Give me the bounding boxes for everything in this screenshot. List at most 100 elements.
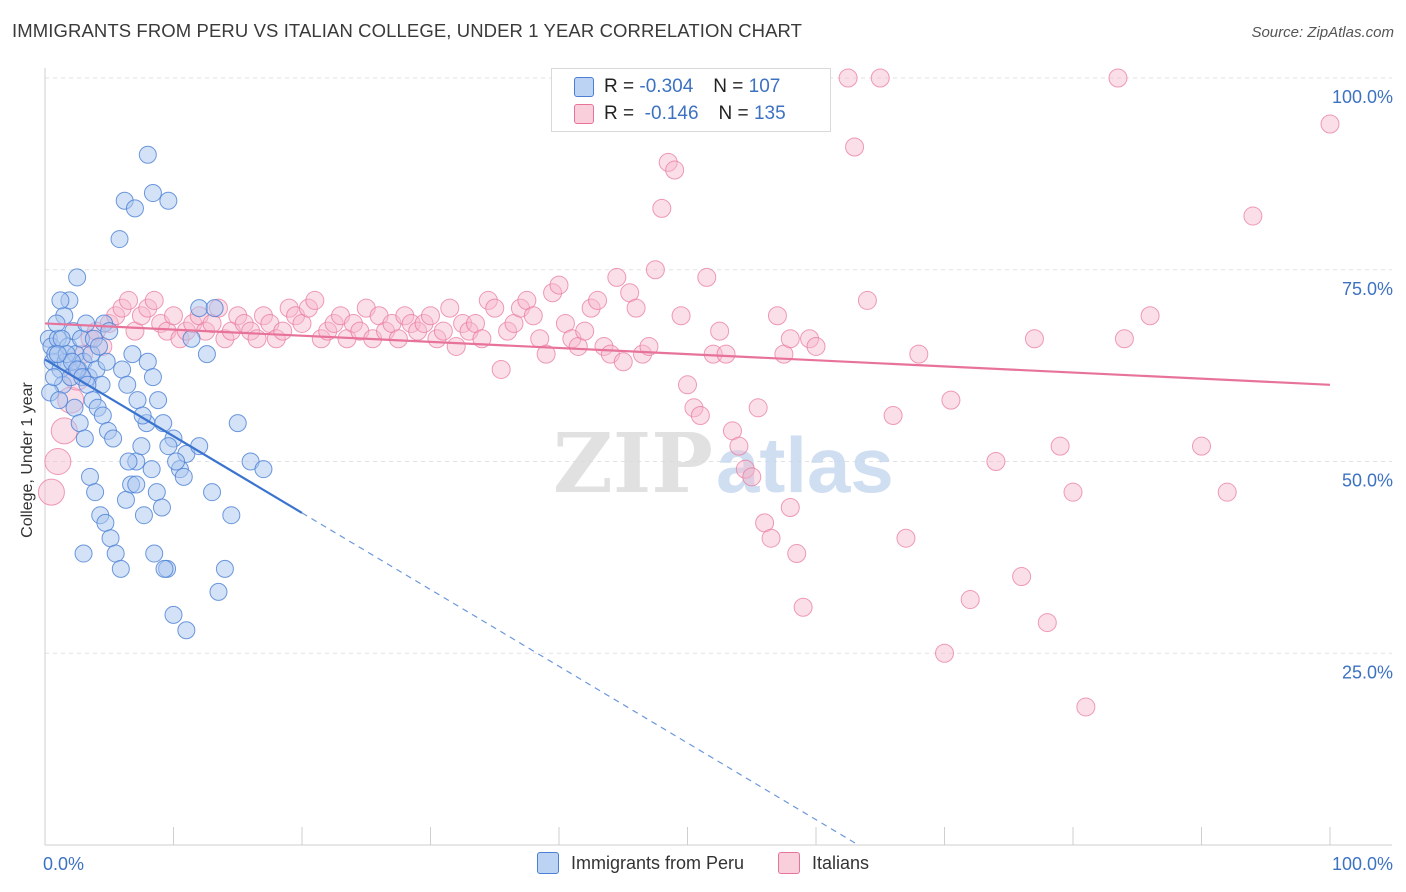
point-peru [155,559,174,578]
point-italians [658,152,678,172]
point-italians [241,321,261,341]
x-tick-label: 0.0% [43,854,84,874]
point-peru [177,621,196,640]
point-italians [433,321,453,341]
point-peru [145,544,164,563]
axes [44,68,1392,846]
point-peru [96,513,115,532]
point-italians [588,290,608,310]
point-italians [305,290,325,310]
point-peru [138,352,157,371]
point-italians [446,336,466,356]
point-peru [93,406,112,425]
trend-italians [44,322,1331,386]
point-italians [986,452,1006,471]
point-italians [440,298,460,318]
bottom-legend-swatch-peru [536,852,559,874]
point-italians [1192,436,1211,456]
point-peru [128,391,147,410]
point-italians [536,344,556,364]
point-italians [697,267,717,287]
bottom-legend-italians: Italians [778,852,869,874]
point-italians [1140,306,1160,326]
legend-r-value: -0.146 [644,103,699,124]
source-label: Source: ZipAtlas.com [1251,24,1394,41]
point-italians [1243,206,1263,226]
grid [45,77,1392,654]
point-italians [324,313,344,333]
y-axis-label: College, Under 1 year [19,382,36,538]
point-italians [112,298,132,318]
point-peru [111,559,130,578]
point-italians [883,405,903,425]
point-peru [138,145,157,164]
point-peru [164,605,183,624]
point-italians [318,321,338,341]
point-italians [935,643,954,663]
point-peru [119,452,138,471]
point-peru [125,199,144,218]
point-italians [652,198,672,218]
point-italians [119,290,139,310]
point-italians [44,448,72,475]
point-peru [174,467,193,486]
point-italians [742,467,762,487]
chart-title: IMMIGRANTS FROM PERU VS ITALIAN COLLEGE,… [12,20,803,41]
point-peru [167,452,186,471]
point-italians [498,321,518,341]
bottom-legend-label: Immigrants from Peru [570,852,744,873]
point-peru [197,345,216,364]
legend-row-peru: R = -0.304 N = 107 [574,75,780,99]
x-tick-label: 100.0% [1332,854,1393,874]
point-italians [645,260,665,280]
point-italians [607,267,627,287]
point-peru [77,314,96,333]
point-peru [134,506,153,525]
watermark-atlas: atlas [716,421,894,509]
point-italians [793,597,813,617]
trend-peru [44,358,303,514]
point-peru [68,268,87,287]
point-peru [86,483,105,502]
point-italians [298,298,318,318]
point-peru [159,191,178,210]
point-peru [142,460,161,479]
point-italians [748,398,768,418]
point-italians [1108,68,1128,88]
point-italians [729,436,749,456]
point-italians [1012,567,1032,587]
point-italians [37,478,65,506]
point-italians [549,275,569,295]
point-italians [523,306,543,326]
point-italians [665,160,685,180]
point-peru [143,368,162,387]
point-italians [253,306,273,326]
point-italians [845,137,865,157]
point-italians [838,68,858,88]
y-tick-label: 100.0% [1332,87,1393,107]
point-italians [639,336,659,356]
point-peru [70,414,89,433]
point-italians [1037,613,1057,633]
point-italians [395,306,415,326]
point-italians [1076,697,1096,717]
point-peru [222,506,241,525]
point-italians [581,298,601,318]
legend-r-value: -0.304 [639,76,694,97]
point-italians [1063,482,1083,502]
point-peru [182,329,201,348]
point-italians [684,398,704,418]
point-peru [147,483,166,502]
point-italians [273,321,293,341]
y-tick-label: 25.0% [1342,662,1393,682]
point-peru [209,582,228,601]
point-italians [144,290,164,310]
point-peru [51,291,70,310]
point-italians [806,336,826,356]
point-italians [896,528,916,548]
point-italians [485,298,505,318]
point-italians [215,329,235,349]
point-italians [164,306,183,326]
point-italians [941,390,961,410]
